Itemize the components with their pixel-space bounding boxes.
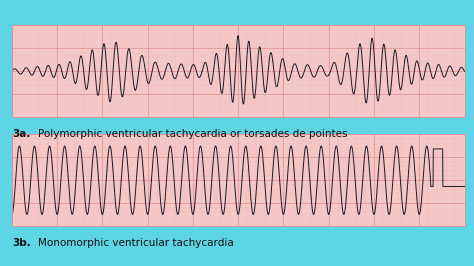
Text: Polymorphic ventricular tachycardia or torsades de pointes: Polymorphic ventricular tachycardia or t… — [38, 129, 347, 139]
Text: 3a.: 3a. — [12, 129, 30, 139]
Text: Monomorphic ventricular tachycardia: Monomorphic ventricular tachycardia — [38, 238, 234, 248]
Text: 3b.: 3b. — [12, 238, 31, 248]
